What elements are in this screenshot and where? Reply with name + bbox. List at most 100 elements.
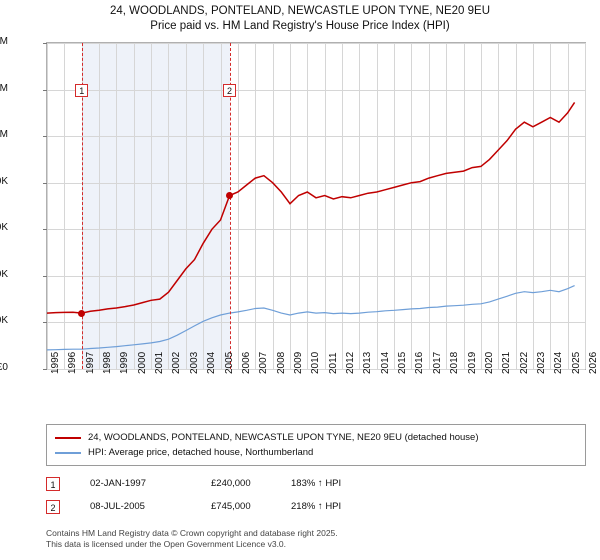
x-axis-tick-label: 2024 xyxy=(553,351,565,374)
chart-series-layer xyxy=(47,101,576,351)
x-axis-tick-label: 2004 xyxy=(206,351,218,374)
title-line-1: 24, WOODLANDS, PONTELAND, NEWCASTLE UPON… xyxy=(109,5,491,17)
x-axis-tick-label: 2001 xyxy=(154,351,166,374)
x-gridline xyxy=(273,43,274,369)
x-axis-tick-label: 1997 xyxy=(84,351,96,374)
x-gridline xyxy=(377,43,378,369)
y-axis-tick xyxy=(43,183,47,184)
x-axis-tick-label: 1995 xyxy=(50,351,61,374)
x-gridline xyxy=(238,43,239,369)
x-gridline xyxy=(255,43,256,369)
event-marker-line xyxy=(81,43,83,369)
x-axis-tick-label: 2008 xyxy=(275,351,287,374)
event-row: 1 02-JAN-1997 £240,000 183% ↑ HPI xyxy=(46,474,586,497)
highlight-band xyxy=(81,43,230,369)
x-gridline xyxy=(359,43,360,369)
x-axis-tick-label: 2003 xyxy=(188,351,200,374)
event-badge: 1 xyxy=(75,84,89,97)
x-axis-tick-label: 2025 xyxy=(570,351,582,374)
y-gridline xyxy=(47,229,585,230)
event-row-price: £240,000 xyxy=(211,478,251,489)
x-axis-tick-label: 2020 xyxy=(483,351,495,374)
legend-label-hpi: HPI: Average price, detached house, Nort… xyxy=(88,447,314,458)
legend-swatch-hpi xyxy=(55,451,81,454)
x-axis-tick-label: 2016 xyxy=(414,351,426,374)
page-title: 24, WOODLANDS, PONTELAND, NEWCASTLE UPON… xyxy=(0,4,600,34)
y-axis-tick-label: £800K xyxy=(0,175,8,187)
x-axis-tick-label: 2012 xyxy=(345,351,357,374)
event-row: 2 08-JUL-2005 £745,000 218% ↑ HPI xyxy=(46,497,586,520)
x-axis-tick-label: 2019 xyxy=(466,351,478,374)
x-gridline xyxy=(568,43,569,369)
y-axis-tick xyxy=(43,322,47,323)
x-gridline xyxy=(498,43,499,369)
y-axis-tick-label: £1.4M xyxy=(0,36,8,47)
legend-item-hpi: HPI: Average price, detached house, Nort… xyxy=(55,445,577,460)
x-axis-tick-label: 2010 xyxy=(310,351,322,374)
y-gridline xyxy=(47,276,585,277)
x-gridline xyxy=(186,43,187,369)
x-axis-tick-label: 2000 xyxy=(136,351,148,374)
y-axis-tick xyxy=(43,229,47,230)
x-gridline xyxy=(342,43,343,369)
y-gridline xyxy=(47,43,585,44)
y-gridline xyxy=(47,322,585,323)
y-axis-tick-label: £200K xyxy=(0,315,8,327)
series-line-property xyxy=(47,101,576,314)
x-gridline xyxy=(116,43,117,369)
x-gridline xyxy=(446,43,447,369)
x-axis-tick-label: 2022 xyxy=(518,351,530,374)
x-gridline xyxy=(411,43,412,369)
y-axis-tick-label: £1.2M xyxy=(0,82,8,94)
chart-legend: 24, WOODLANDS, PONTELAND, NEWCASTLE UPON… xyxy=(46,424,586,466)
legend-item-property: 24, WOODLANDS, PONTELAND, NEWCASTLE UPON… xyxy=(55,430,577,445)
y-gridline xyxy=(47,183,585,184)
title-line-2: Price paid vs. HM Land Registry's House … xyxy=(150,20,450,32)
y-axis-tick-label: £600K xyxy=(0,222,8,234)
x-gridline xyxy=(221,43,222,369)
y-axis-tick-label: £400K xyxy=(0,268,8,280)
x-gridline xyxy=(290,43,291,369)
event-row-badge: 1 xyxy=(46,477,60,491)
event-row-badge: 2 xyxy=(46,500,60,514)
x-axis-tick-label: 2021 xyxy=(501,351,513,374)
x-axis-tick-label: 2026 xyxy=(588,351,599,374)
x-axis-tick-label: 2009 xyxy=(292,351,304,374)
event-row-date: 08-JUL-2005 xyxy=(90,501,145,512)
y-axis-tick xyxy=(43,90,47,91)
x-axis-tick-label: 2015 xyxy=(397,351,409,374)
series-line-hpi xyxy=(47,285,575,351)
x-axis-tick-label: 1998 xyxy=(102,351,114,374)
event-badge: 2 xyxy=(223,84,237,97)
x-axis-tick-label: 2013 xyxy=(362,351,374,374)
x-gridline xyxy=(585,43,586,369)
legend-label-property: 24, WOODLANDS, PONTELAND, NEWCASTLE UPON… xyxy=(88,432,479,443)
x-axis-tick-label: 2002 xyxy=(171,351,183,374)
y-axis-tick-label: £1M xyxy=(0,129,8,141)
x-gridline xyxy=(325,43,326,369)
footer-line-2: This data is licensed under the Open Gov… xyxy=(46,539,287,549)
x-gridline xyxy=(464,43,465,369)
x-gridline xyxy=(151,43,152,369)
x-axis-tick-label: 2007 xyxy=(258,351,270,374)
event-row-hpi: 183% ↑ HPI xyxy=(291,478,342,489)
footer-line-1: Contains HM Land Registry data © Crown c… xyxy=(46,528,338,538)
sale-point-marker xyxy=(78,309,86,317)
x-gridline xyxy=(307,43,308,369)
x-axis-tick-label: 1999 xyxy=(119,351,131,374)
y-axis-tick xyxy=(43,136,47,137)
x-gridline xyxy=(533,43,534,369)
x-gridline xyxy=(203,43,204,369)
x-gridline xyxy=(134,43,135,369)
y-gridline xyxy=(47,369,585,370)
x-axis-tick-label: 2005 xyxy=(223,351,235,374)
y-axis-tick xyxy=(43,43,47,44)
y-axis-tick xyxy=(43,276,47,277)
legend-swatch-property xyxy=(55,436,81,439)
x-axis-tick-label: 2006 xyxy=(240,351,252,374)
event-row-price: £745,000 xyxy=(211,501,251,512)
y-gridline xyxy=(47,90,585,91)
x-gridline xyxy=(429,43,430,369)
x-axis-tick-label: 2011 xyxy=(327,352,339,374)
